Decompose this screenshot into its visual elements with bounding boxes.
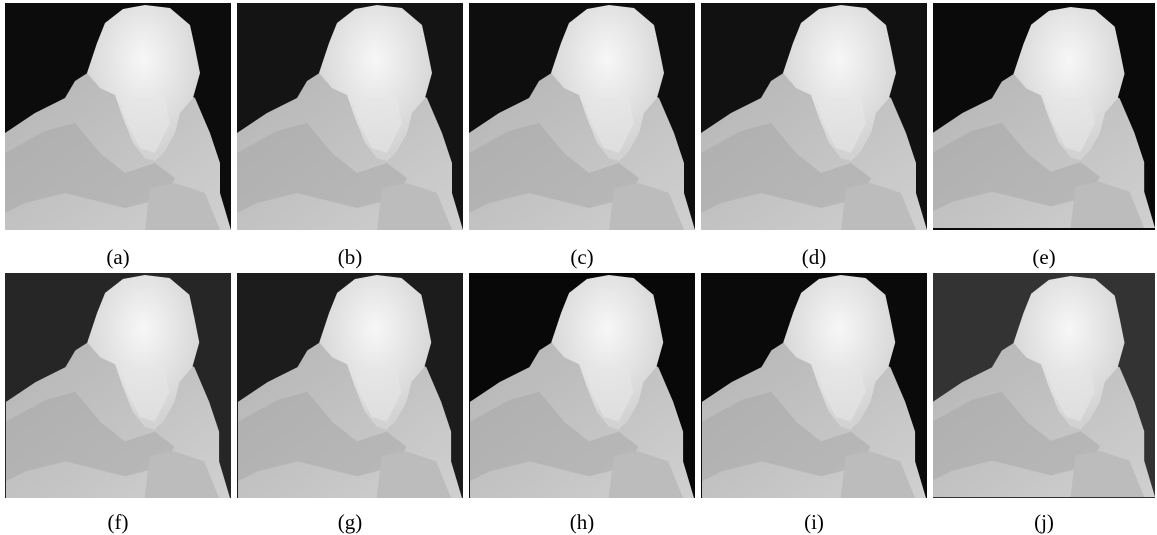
panel-label: (h): [570, 510, 595, 534]
panel-label: (d): [802, 245, 827, 269]
row-2: [5, 273, 1155, 498]
panel-label: (g): [338, 510, 363, 534]
panel-label: (c): [570, 245, 593, 269]
panel-label: (a): [106, 245, 129, 269]
panel-label: (f): [108, 510, 129, 534]
panel-label: (j): [1034, 510, 1054, 534]
panel-label: (i): [804, 510, 824, 534]
panel-label: (e): [1032, 245, 1055, 269]
row-1: [5, 3, 1155, 230]
panel-label: (b): [338, 245, 363, 269]
